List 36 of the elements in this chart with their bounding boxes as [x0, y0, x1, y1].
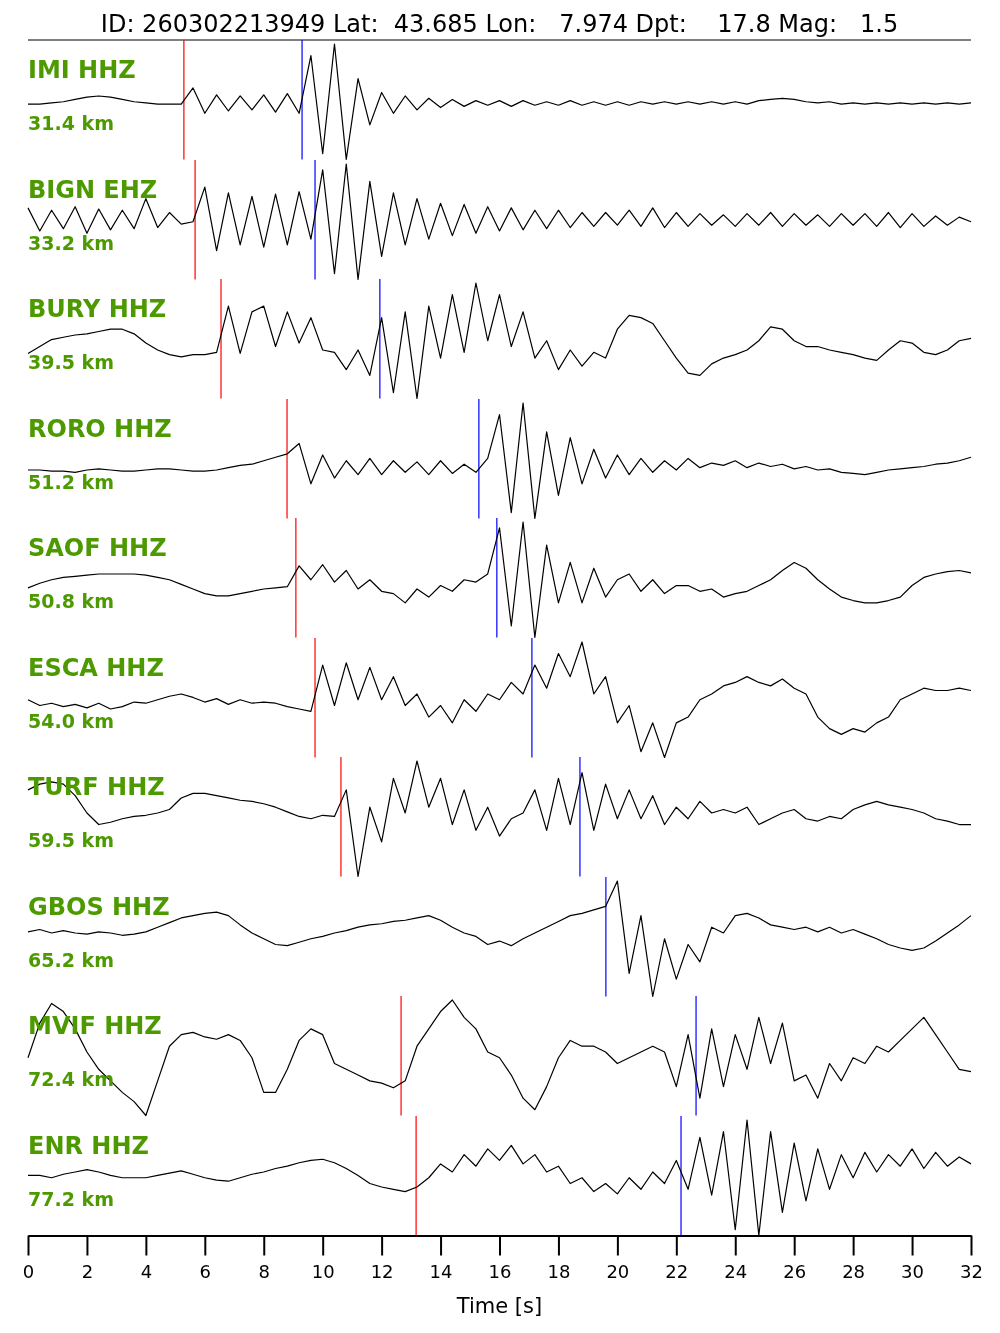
x-tick-label: 10	[311, 1260, 335, 1282]
x-tick-label: 14	[429, 1260, 453, 1282]
x-tick-label: 8	[258, 1260, 270, 1282]
text: BURY HHZ	[28, 295, 167, 323]
text: RORO HHZ	[28, 414, 172, 443]
x-tick-label: 32	[960, 1260, 983, 1282]
x-tick-label: 24	[724, 1260, 748, 1282]
x-tick-label: 0	[22, 1260, 35, 1282]
text: 59.5 km	[28, 829, 114, 851]
text: ID: 260302213949 Lat: 43.685 Lon: 7.974 Dpt: 17.8 Mag: 1.5	[100, 10, 899, 38]
text: 31.4 km	[28, 112, 114, 134]
x-tick-label: 26	[783, 1260, 807, 1282]
text: 54.0 km	[28, 709, 114, 732]
x-axis-title: Time [s]	[455, 1293, 543, 1317]
x-tick-label: 16	[488, 1260, 512, 1282]
x-tick-label: 28	[842, 1260, 866, 1282]
x-tick-label: 30	[901, 1260, 925, 1282]
x-tick-label: 4	[140, 1260, 153, 1282]
text: GBOS HHZ	[28, 892, 170, 921]
text: 65.2 km	[28, 948, 114, 971]
text: SAOF HHZ	[28, 534, 167, 562]
x-tick-label: 22	[665, 1260, 689, 1282]
text: ENR HHZ	[28, 1131, 149, 1160]
x-tick-label: 20	[606, 1260, 630, 1282]
text: 33.2 km	[28, 231, 114, 254]
text: BIGN EHZ	[28, 175, 158, 204]
x-tick-label: 12	[370, 1260, 394, 1282]
x-tick-label: 18	[547, 1260, 571, 1282]
text: 50.8 km	[28, 590, 114, 612]
text: IMI HHZ	[28, 56, 136, 84]
text: 77.2 km	[28, 1187, 114, 1210]
text: 51.2 km	[28, 470, 114, 493]
text: 39.5 km	[28, 351, 114, 373]
x-tick-label: 6	[199, 1260, 212, 1282]
x-tick-label: 2	[81, 1260, 94, 1282]
text: ESCA HHZ	[28, 653, 164, 682]
